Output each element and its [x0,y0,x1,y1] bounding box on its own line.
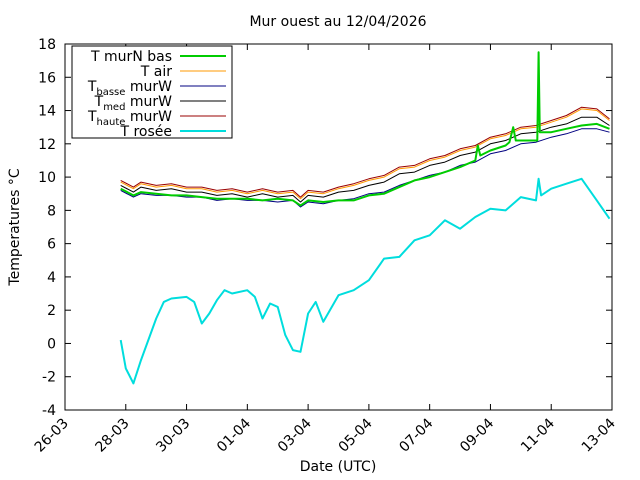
y-tick-label: 18 [38,37,56,53]
legend-label: T air [140,64,172,80]
x-tick-label: 07-04 [396,415,436,455]
legend-label: Tmed murW [94,94,173,113]
series-line-3 [120,116,610,203]
x-tick-label: 30-03 [153,416,193,456]
x-axis-title: Date (UTC) [300,459,377,475]
x-tick-label: 26-03 [32,416,72,456]
x-tick-label: 28-03 [93,416,133,456]
x-tick-label: 11-04 [518,415,558,455]
plot-series [119,51,611,385]
series-line-4 [120,106,610,198]
x-tick-label: 05-04 [336,415,376,455]
legend-label: Tbasse murW [87,79,172,98]
y-tick-label: 10 [38,170,56,186]
y-tick-label: 16 [38,70,56,86]
series-line-0 [120,51,610,207]
y-tick-label: -4 [42,403,56,419]
y-tick-label: 14 [38,104,56,120]
legend-box [71,45,233,139]
series-line-1 [120,108,610,200]
y-tick-label: 12 [38,137,56,153]
x-tick-label: 13-04 [579,415,619,455]
y-tick-label: -2 [42,370,56,386]
plot-frame [64,43,613,411]
x-tick-label: 01-04 [214,415,254,455]
legend-label: T rosée [119,124,172,140]
y-tick-label: 2 [47,303,56,319]
series-line-5 [119,177,611,385]
y-axis-title: Temperatures °C [7,168,23,286]
x-tick-label: 09-04 [457,415,497,455]
y-tick-label: 4 [47,270,56,286]
legend-label: Thaute murW [87,109,172,128]
legend-label: T murN bas [90,49,172,65]
x-tick-label: 03-04 [275,415,315,455]
y-tick-label: 0 [47,336,56,352]
y-tick-label: 6 [47,237,56,253]
chart-title: Mur ouest au 12/04/2026 [249,14,426,30]
y-tick-label: 8 [47,203,56,219]
